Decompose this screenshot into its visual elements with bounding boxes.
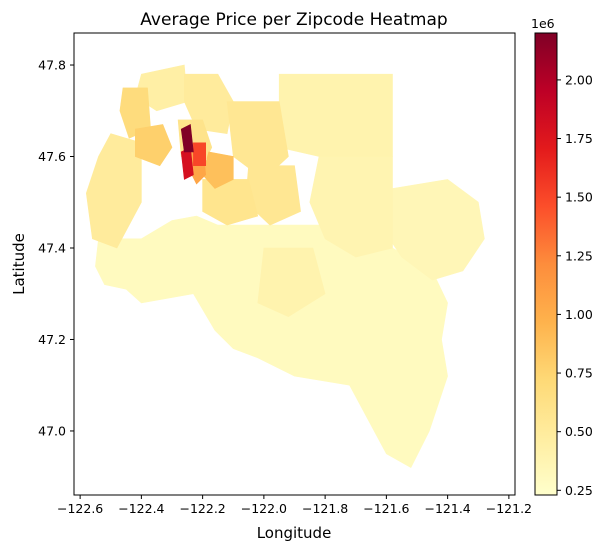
zipcode-region-13 (135, 124, 173, 167)
colorbar-tick-label-4: 1.25 (565, 248, 593, 263)
colorbar-tick-label-0: 0.25 (565, 483, 593, 498)
chart-title: Average Price per Zipcode Heatmap (140, 10, 447, 30)
y-tick-label-1: 47.2 (38, 332, 66, 347)
zipcode-region-3 (278, 73, 393, 157)
x-tick-label-6: −121.4 (424, 501, 470, 516)
x-axis-label: Longitude (257, 524, 332, 542)
x-tick-label-5: −121.6 (363, 501, 409, 516)
x-tick-label-3: −122.0 (241, 501, 287, 516)
y-tick-label-3: 47.6 (38, 149, 66, 164)
colorbar-ticks: 0.25 0.50 0.75 1.00 1.25 1.50 1.75 2.00 (557, 72, 593, 498)
colorbar-tick-label-5: 1.50 (565, 190, 593, 205)
x-axis-ticks: −122.6 −122.4 −122.2 −122.0 −121.8 −121.6 −121… (57, 495, 532, 516)
zipcode-region-4 (257, 247, 326, 317)
y-tick-label-0: 47.0 (38, 423, 66, 438)
x-tick-label-1: −122.4 (118, 501, 164, 516)
y-tick-label-2: 47.4 (38, 240, 66, 255)
y-axis-label: Latitude (10, 233, 28, 295)
x-tick-label-0: −122.6 (57, 501, 103, 516)
x-tick-label-4: −121.8 (302, 501, 348, 516)
colorbar-tick-label-6: 1.75 (565, 131, 593, 146)
colorbar-tick-label-7: 2.00 (565, 72, 593, 87)
colorbar (534, 32, 558, 496)
map-regions (85, 64, 485, 469)
colorbar-tick-label-3: 1.00 (565, 307, 593, 322)
colorbar-exponent-label: 1e6 (531, 16, 555, 31)
zipcode-region-10 (85, 133, 142, 249)
zipcode-region-16 (193, 142, 206, 166)
zipcode-region-9 (202, 179, 259, 226)
x-tick-label-2: −122.2 (179, 501, 225, 516)
plot-frame (73, 32, 516, 496)
colorbar-tick-label-2: 0.75 (565, 366, 593, 381)
zipcode-region-6 (184, 73, 234, 134)
x-tick-label-7: −121.2 (486, 501, 532, 516)
zipcode-region-18 (180, 124, 194, 153)
colorbar-tick-label-1: 0.50 (565, 424, 593, 439)
y-tick-label-4: 47.8 (38, 58, 66, 73)
y-axis-ticks: 47.0 47.2 47.4 47.6 47.8 (38, 58, 74, 438)
